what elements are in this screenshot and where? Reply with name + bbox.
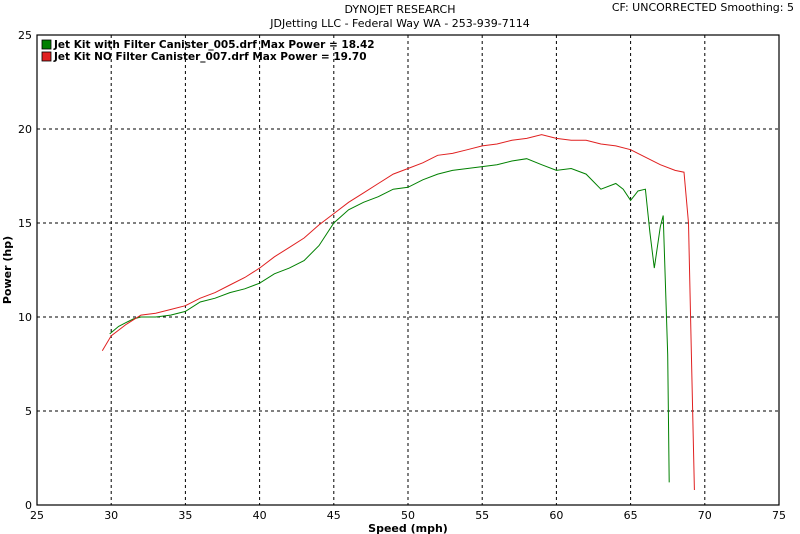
x-tick-label: 30 — [104, 509, 118, 522]
x-tick-label: 60 — [549, 509, 563, 522]
x-tick-label: 65 — [624, 509, 638, 522]
series-line-2 — [101, 134, 695, 491]
y-axis-label: Power (hp) — [1, 236, 14, 304]
chart-title: DYNOJET RESEARCH — [344, 3, 456, 16]
x-tick-label: 55 — [475, 509, 489, 522]
correction-info: CF: UNCORRECTED Smoothing: 5 — [611, 1, 794, 14]
legend-swatch-1 — [41, 39, 52, 50]
y-tick-label: 5 — [25, 405, 32, 418]
y-tick-label: 25 — [18, 29, 32, 42]
series-line-1 — [109, 158, 670, 483]
legend-entry-1: Jet Kit with Filter Canister_005.drf Max… — [53, 39, 375, 51]
y-tick-label: 20 — [18, 123, 32, 136]
chart-subtitle: JDJetting LLC - Federal Way WA - 253-939… — [270, 17, 530, 30]
x-tick-label: 75 — [772, 509, 786, 522]
x-axis-label: Speed (mph) — [368, 522, 448, 534]
x-tick-label: 70 — [698, 509, 712, 522]
y-tick-label: 10 — [18, 311, 32, 324]
x-tick-label: 45 — [327, 509, 341, 522]
legend-swatch-2 — [41, 51, 52, 62]
x-tick-label: 25 — [30, 509, 44, 522]
x-tick-label: 35 — [178, 509, 192, 522]
y-tick-label: 15 — [18, 217, 32, 230]
x-tick-label: 40 — [253, 509, 267, 522]
x-tick-label: 50 — [401, 509, 415, 522]
plot-frame — [36, 34, 780, 506]
y-tick-label: 0 — [25, 499, 32, 512]
legend-entry-2: Jet Kit NO Filter Canister_007.drf Max P… — [53, 51, 367, 63]
